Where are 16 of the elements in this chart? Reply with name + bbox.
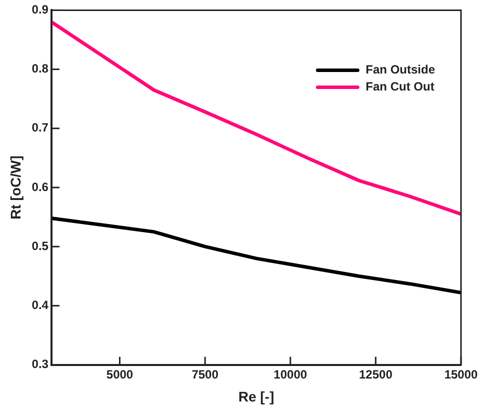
x-tick-label: 5000 bbox=[106, 367, 134, 382]
x-tick-label: 15000 bbox=[444, 367, 478, 382]
y-tick-label: 0.3 bbox=[32, 357, 49, 372]
x-tick-label: 10000 bbox=[274, 367, 308, 382]
y-tick-label: 0.8 bbox=[32, 62, 49, 76]
x-tick-label: 7500 bbox=[192, 367, 219, 382]
y-tick-label: 0.7 bbox=[32, 120, 49, 135]
x-axis-title: Re [-] bbox=[238, 388, 274, 404]
y-tick-label: 0.9 bbox=[32, 2, 49, 17]
legend-label: Fan Outside bbox=[366, 62, 436, 77]
y-tick-label: 0.4 bbox=[32, 298, 49, 312]
y-tick-label: 0.6 bbox=[32, 180, 49, 194]
legend-label: Fan Cut Out bbox=[366, 80, 434, 94]
x-tick-label: 12500 bbox=[358, 367, 393, 382]
y-axis-title: Rt [oC/W] bbox=[7, 156, 24, 220]
y-tick-label: 0.5 bbox=[32, 238, 49, 253]
